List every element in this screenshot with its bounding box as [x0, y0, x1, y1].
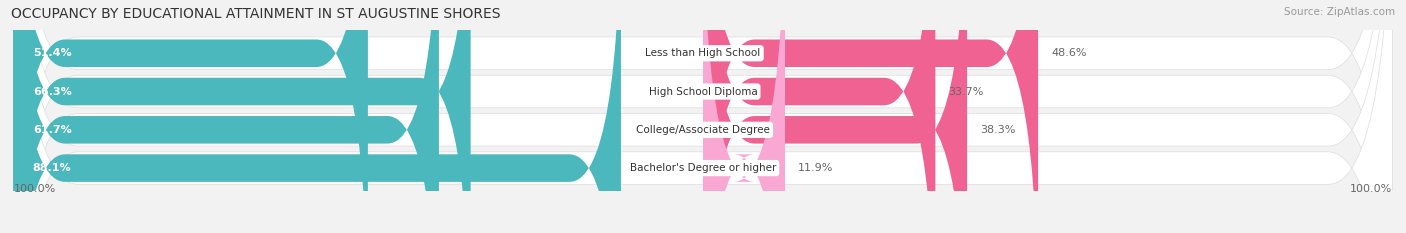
Text: 51.4%: 51.4% [32, 48, 72, 58]
Text: 38.3%: 38.3% [980, 125, 1015, 135]
Text: High School Diploma: High School Diploma [648, 86, 758, 96]
FancyBboxPatch shape [703, 0, 967, 233]
FancyBboxPatch shape [14, 0, 471, 233]
Text: 11.9%: 11.9% [799, 163, 834, 173]
Text: 33.7%: 33.7% [948, 86, 984, 96]
Text: 66.3%: 66.3% [32, 86, 72, 96]
Text: College/Associate Degree: College/Associate Degree [636, 125, 770, 135]
FancyBboxPatch shape [14, 0, 439, 233]
Text: OCCUPANCY BY EDUCATIONAL ATTAINMENT IN ST AUGUSTINE SHORES: OCCUPANCY BY EDUCATIONAL ATTAINMENT IN S… [11, 7, 501, 21]
FancyBboxPatch shape [703, 0, 785, 233]
FancyBboxPatch shape [703, 0, 935, 233]
FancyBboxPatch shape [14, 0, 1392, 233]
FancyBboxPatch shape [14, 0, 368, 233]
Text: 88.1%: 88.1% [32, 163, 72, 173]
Text: 48.6%: 48.6% [1052, 48, 1087, 58]
FancyBboxPatch shape [14, 0, 621, 233]
Text: Source: ZipAtlas.com: Source: ZipAtlas.com [1284, 7, 1395, 17]
Text: Less than High School: Less than High School [645, 48, 761, 58]
FancyBboxPatch shape [14, 0, 1392, 233]
Text: 61.7%: 61.7% [32, 125, 72, 135]
Text: 100.0%: 100.0% [1350, 184, 1392, 194]
Text: Bachelor's Degree or higher: Bachelor's Degree or higher [630, 163, 776, 173]
Text: 100.0%: 100.0% [14, 184, 56, 194]
FancyBboxPatch shape [14, 0, 1392, 233]
FancyBboxPatch shape [14, 0, 1392, 233]
FancyBboxPatch shape [703, 0, 1038, 233]
